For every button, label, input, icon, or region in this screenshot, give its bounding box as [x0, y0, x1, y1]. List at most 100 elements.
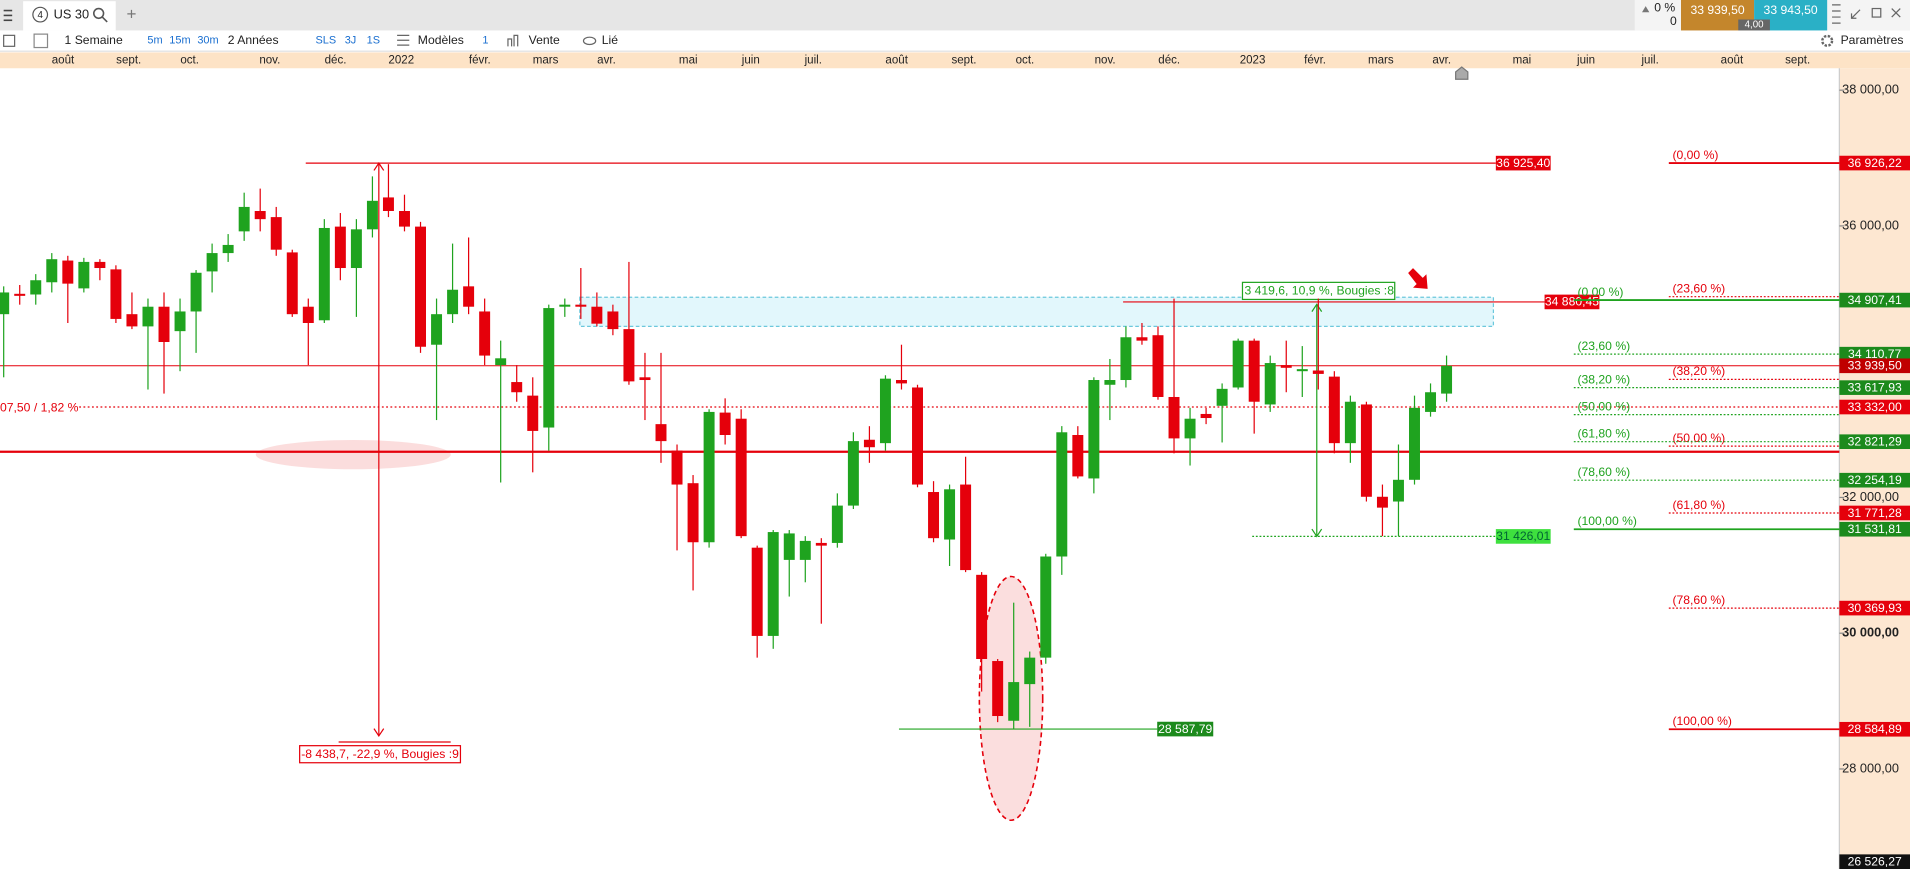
candle-body	[1264, 363, 1276, 405]
menu-icon[interactable]	[3, 9, 13, 22]
candle-body	[960, 484, 972, 571]
spread: 4,00	[1745, 20, 1765, 31]
y-tick-label: 36 000,00	[1842, 217, 1899, 232]
period[interactable]: 1 Semaine	[65, 33, 123, 47]
candle-body	[1024, 657, 1036, 685]
fib-label: (38,20 %)	[1672, 364, 1725, 378]
candle-body	[1425, 392, 1437, 412]
candle-body	[623, 329, 635, 382]
x-tick-label: nov.	[259, 54, 280, 66]
price-badge	[1839, 721, 1910, 737]
candle-body	[511, 382, 523, 393]
price-badge	[1839, 854, 1910, 869]
candle-body	[94, 261, 106, 269]
x-tick-label: févr.	[1304, 54, 1326, 66]
interval[interactable]: 30m	[197, 35, 218, 47]
interval[interactable]: 3J	[345, 35, 357, 47]
y-tick-label: 28 000,00	[1842, 760, 1899, 775]
fib-label: (100,00 %)	[1577, 514, 1637, 528]
add-tab[interactable]: +	[127, 5, 137, 24]
price-badge	[1495, 529, 1551, 544]
interval[interactable]: 5m	[147, 35, 162, 47]
ask: 33 943,50	[1764, 3, 1818, 17]
candle-body	[254, 210, 266, 220]
price-badge	[1839, 292, 1910, 308]
price-badge	[1839, 600, 1910, 616]
candle-body	[928, 492, 940, 539]
candle-body	[1216, 388, 1228, 406]
candle-body	[318, 227, 330, 321]
count[interactable]: 1	[482, 35, 488, 47]
candle-body	[1104, 380, 1116, 385]
candle-body	[238, 206, 250, 232]
price-badge-label: 36 926,22	[1848, 156, 1902, 170]
price-badge-label: 36 925,40	[1496, 156, 1550, 170]
price-badge	[1839, 472, 1910, 488]
candle-body	[1152, 335, 1164, 397]
tab[interactable]	[23, 1, 116, 31]
time-axis	[0, 52, 1910, 69]
price-badge-label: 33 617,93	[1848, 380, 1902, 394]
tab-number: 4	[37, 10, 43, 21]
candle-body	[879, 378, 891, 444]
candle-body	[863, 439, 875, 448]
candle-body	[1344, 401, 1356, 444]
candle-body	[1008, 682, 1020, 721]
fib-label: (0,00 %)	[1672, 148, 1718, 162]
price-badge	[1839, 521, 1910, 537]
x-tick-label: juin	[1576, 54, 1595, 66]
price-badge	[1495, 155, 1551, 171]
x-tick-label: sept.	[1785, 54, 1810, 66]
candle-body	[944, 489, 956, 540]
interval[interactable]: 1S	[367, 35, 380, 47]
candle-body	[1056, 432, 1068, 557]
home-icon[interactable]	[1455, 66, 1469, 80]
candle-body	[1248, 340, 1260, 402]
arrow-icon	[1408, 268, 1428, 289]
candle-body	[222, 244, 234, 254]
measure-label: 3 419,6, 10,9 %, Bougies :8	[1244, 284, 1394, 298]
candle-body	[1376, 496, 1388, 508]
zone-ellipse	[255, 439, 451, 470]
candle-body	[1120, 337, 1132, 381]
price-badge	[1839, 505, 1910, 521]
x-tick-label: mai	[679, 54, 698, 66]
price-badge-label: 30 369,93	[1848, 601, 1902, 615]
candle-body	[286, 252, 298, 315]
candle-body	[126, 314, 138, 327]
sell[interactable]: Vente	[529, 33, 560, 47]
layout-icon[interactable]	[33, 33, 49, 49]
window-icons[interactable]	[1832, 4, 1901, 24]
candle-body	[703, 411, 715, 543]
price-badge-label: 34 907,41	[1848, 293, 1902, 307]
x-tick-label: mars	[1368, 54, 1394, 66]
list-icon[interactable]	[3, 34, 16, 47]
candle-body	[1441, 365, 1453, 394]
interval[interactable]: SLS	[315, 35, 336, 47]
candle-body	[1136, 337, 1148, 341]
candle-body	[639, 377, 651, 381]
candle-body	[912, 387, 923, 485]
settings[interactable]: Paramètres	[1841, 33, 1904, 47]
interval[interactable]: 15m	[169, 35, 190, 47]
x-tick-label: oct.	[180, 54, 199, 66]
candle-body	[142, 306, 154, 327]
candle-body	[431, 314, 443, 345]
models[interactable]: Modèles	[418, 33, 464, 47]
candle-body	[767, 532, 779, 636]
candle-body	[895, 380, 907, 384]
tab-bar	[0, 0, 1910, 31]
models-icon	[397, 34, 410, 46]
price-badge-label: 34 110,77	[1848, 347, 1901, 361]
range[interactable]: 2 Années	[228, 33, 279, 47]
candle-body	[479, 311, 491, 356]
x-tick-label: févr.	[469, 54, 491, 66]
x-tick-label: déc.	[325, 54, 347, 66]
toolbar	[0, 30, 1910, 52]
candle-body	[815, 542, 827, 546]
search-icon[interactable]	[93, 7, 108, 23]
candle-body	[831, 505, 843, 543]
linked[interactable]: Lié	[602, 33, 618, 47]
candle-body	[1328, 376, 1340, 444]
price-badge	[1157, 721, 1214, 737]
